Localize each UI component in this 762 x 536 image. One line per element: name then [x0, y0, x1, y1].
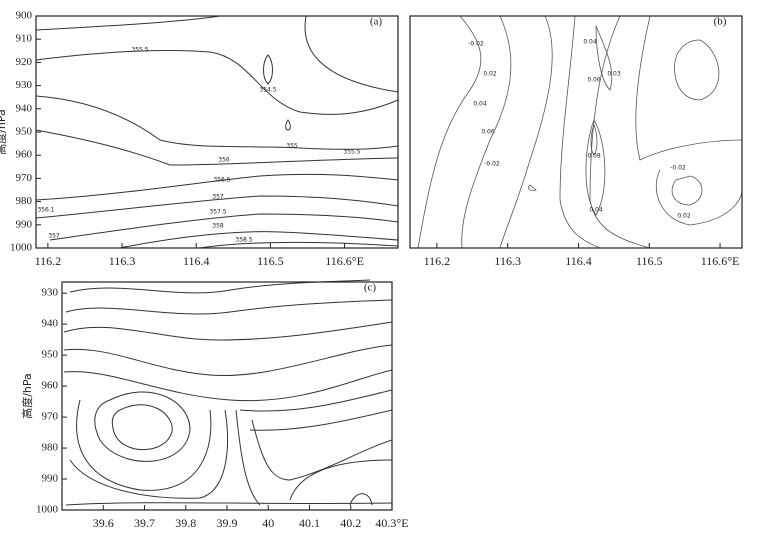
y-tick-label: 930 — [16, 79, 33, 91]
y-axis-label: 高度/hPa — [0, 109, 8, 155]
contour-label: 354.5 — [259, 87, 276, 94]
contour-label: -0.02 — [670, 165, 686, 172]
x-tick-label: 116.5 — [257, 254, 284, 268]
contour-label: 356 — [218, 157, 230, 164]
x-tick-label: 116.3 — [494, 254, 521, 268]
contour-label: 0.02 — [677, 213, 691, 220]
y-tick-label: 950 — [42, 349, 59, 361]
contour-label: 356.1 — [37, 207, 54, 214]
y-tick-label: 900 — [16, 10, 33, 22]
y-tick-label: 910 — [16, 33, 33, 45]
x-tick-label: 39.9 — [217, 516, 238, 530]
contour-label: 0.06 — [481, 129, 495, 136]
contour-label: 0.06 — [587, 77, 601, 84]
contour-label: 355 — [286, 143, 298, 150]
x-tick-label: 40.3°E — [375, 516, 408, 530]
y-tick-label: 980 — [42, 442, 59, 454]
x-tick-label: 40.2 — [340, 516, 361, 530]
x-tick-label: 116.4 — [565, 254, 592, 268]
y-tick-label: 960 — [16, 149, 33, 161]
x-tick-label: 40 — [262, 516, 274, 530]
contour-label: 0.04 — [473, 101, 487, 108]
y-tick-label: 1000 — [36, 504, 59, 516]
panel-label: (a) — [370, 16, 383, 28]
contour-label: 0.04 — [589, 207, 603, 214]
contour-label: 0.08 — [587, 153, 601, 160]
x-tick-label: 116.5 — [636, 254, 663, 268]
x-tick-label: 39.8 — [175, 516, 196, 530]
streamlines-c — [63, 279, 393, 506]
x-tick-label: 39.7 — [134, 516, 155, 530]
y-axis-label: 高度/hPa — [20, 373, 34, 419]
contour-label: -0.02 — [484, 161, 500, 168]
x-tick-label: 40.1 — [299, 516, 320, 530]
contour-label: -0.02 — [468, 41, 484, 48]
x-tick-label: 116.2 — [35, 254, 62, 268]
contours-a — [35, 15, 399, 249]
contour-label: 0.02 — [483, 71, 497, 78]
y-tick-label: 990 — [16, 218, 33, 230]
x-tick-label: 116.4 — [183, 254, 210, 268]
contour-label: 0.04 — [583, 39, 597, 46]
x-tick-label: 116.6°E — [701, 254, 740, 268]
contour-label: 355.5 — [343, 149, 360, 156]
panel-label: (b) — [714, 16, 727, 28]
y-tick-label: 970 — [42, 411, 59, 423]
contour-label: 358 — [212, 223, 224, 230]
plot-frame — [61, 281, 393, 511]
y-tick-label: 970 — [16, 172, 33, 184]
y-tick-label: 940 — [42, 318, 59, 330]
contours-b — [417, 15, 743, 249]
y-tick-label: 990 — [42, 473, 59, 485]
plot-frame — [409, 15, 743, 249]
y-tick-label: 960 — [42, 380, 59, 392]
y-tick-label: 920 — [16, 56, 33, 68]
y-tick-label: 940 — [16, 102, 33, 114]
contour-label: 358.5 — [235, 237, 252, 244]
contour-label: 357.5 — [209, 209, 226, 216]
contour-label: 0.03 — [607, 71, 621, 78]
contour-label: 355.5 — [131, 47, 148, 54]
x-tick-label: 116.6°E — [325, 254, 364, 268]
x-tick-label: 39.6 — [93, 516, 114, 530]
contour-label: 357 — [212, 194, 224, 201]
contour-label: 357 — [48, 233, 60, 240]
y-tick-label: 950 — [16, 126, 33, 138]
x-tick-label: 116.2 — [424, 254, 451, 268]
y-tick-label: 930 — [42, 287, 59, 299]
x-tick-label: 116.3 — [109, 254, 136, 268]
y-tick-label: 980 — [16, 195, 33, 207]
panel-label: (c) — [364, 282, 377, 294]
y-tick-label: 1000 — [10, 242, 33, 254]
contour-label: 356.5 — [213, 177, 230, 184]
